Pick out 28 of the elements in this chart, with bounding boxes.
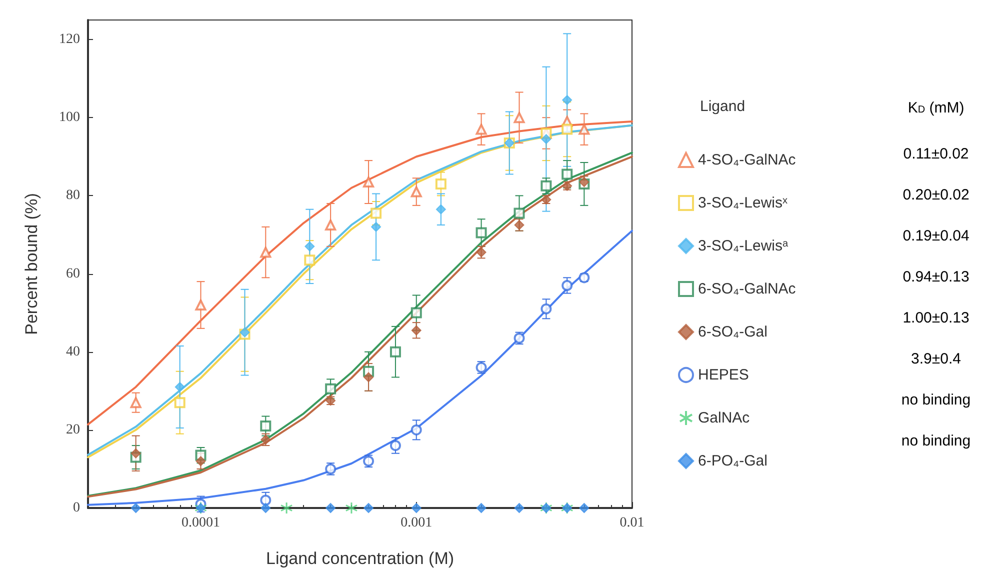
- y-tick-label: 120: [59, 32, 80, 48]
- text: 0.20±0.02: [902, 186, 970, 204]
- x-tick-label: 0.001: [400, 516, 432, 530]
- y-tick-label: 20: [66, 422, 80, 438]
- text: no binding: [901, 432, 971, 450]
- legend-label: GalNAc: [698, 410, 750, 426]
- text: 1.00±0.13: [902, 310, 970, 326]
- text: 0.94±0.13: [902, 268, 970, 286]
- text: 0.11±0.02: [903, 146, 969, 162]
- x-axis-title: Ligand concentration (M): [266, 549, 454, 568]
- legend-label: HEPES: [698, 366, 749, 384]
- text: 3.9±0.4: [911, 350, 961, 368]
- legend-label: 6-SO₄-GalNAc: [698, 280, 796, 298]
- legend-label: 6-SO₄-Gal: [698, 324, 768, 340]
- legend-label: 4-SO₄-GalNAc: [698, 152, 796, 168]
- y-axis-title: Percent bound (%): [22, 193, 41, 335]
- y-tick-label: 40: [66, 344, 80, 360]
- text: no binding: [901, 392, 971, 408]
- y-tick-label: 60: [66, 266, 80, 282]
- x-tick-label: 0.0001: [181, 516, 220, 530]
- y-tick-label: 80: [66, 188, 80, 204]
- x-tick-label: 0.01: [620, 516, 644, 530]
- legend-title: Ligand: [700, 98, 746, 115]
- text: KD (mM): [908, 100, 964, 116]
- text: 0.19±0.04: [902, 228, 970, 244]
- legend-label: 6-PO₄-Gal: [698, 452, 768, 470]
- y-tick-label: 100: [59, 110, 80, 126]
- y-tick-label: 0: [73, 500, 80, 516]
